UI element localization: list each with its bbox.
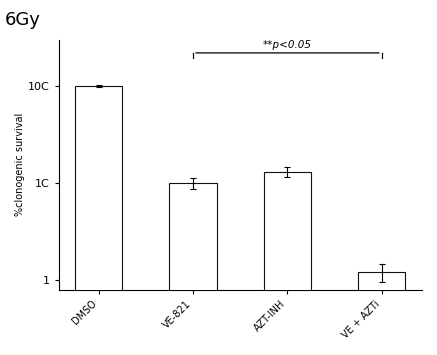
Y-axis label: %clonogenic survival: %clonogenic survival <box>15 113 25 216</box>
Bar <box>358 272 406 355</box>
Bar <box>170 183 217 355</box>
Text: **p<0.05: **p<0.05 <box>263 40 312 50</box>
Bar <box>264 172 311 355</box>
Bar <box>75 86 122 355</box>
Text: 6Gy: 6Gy <box>4 11 40 29</box>
